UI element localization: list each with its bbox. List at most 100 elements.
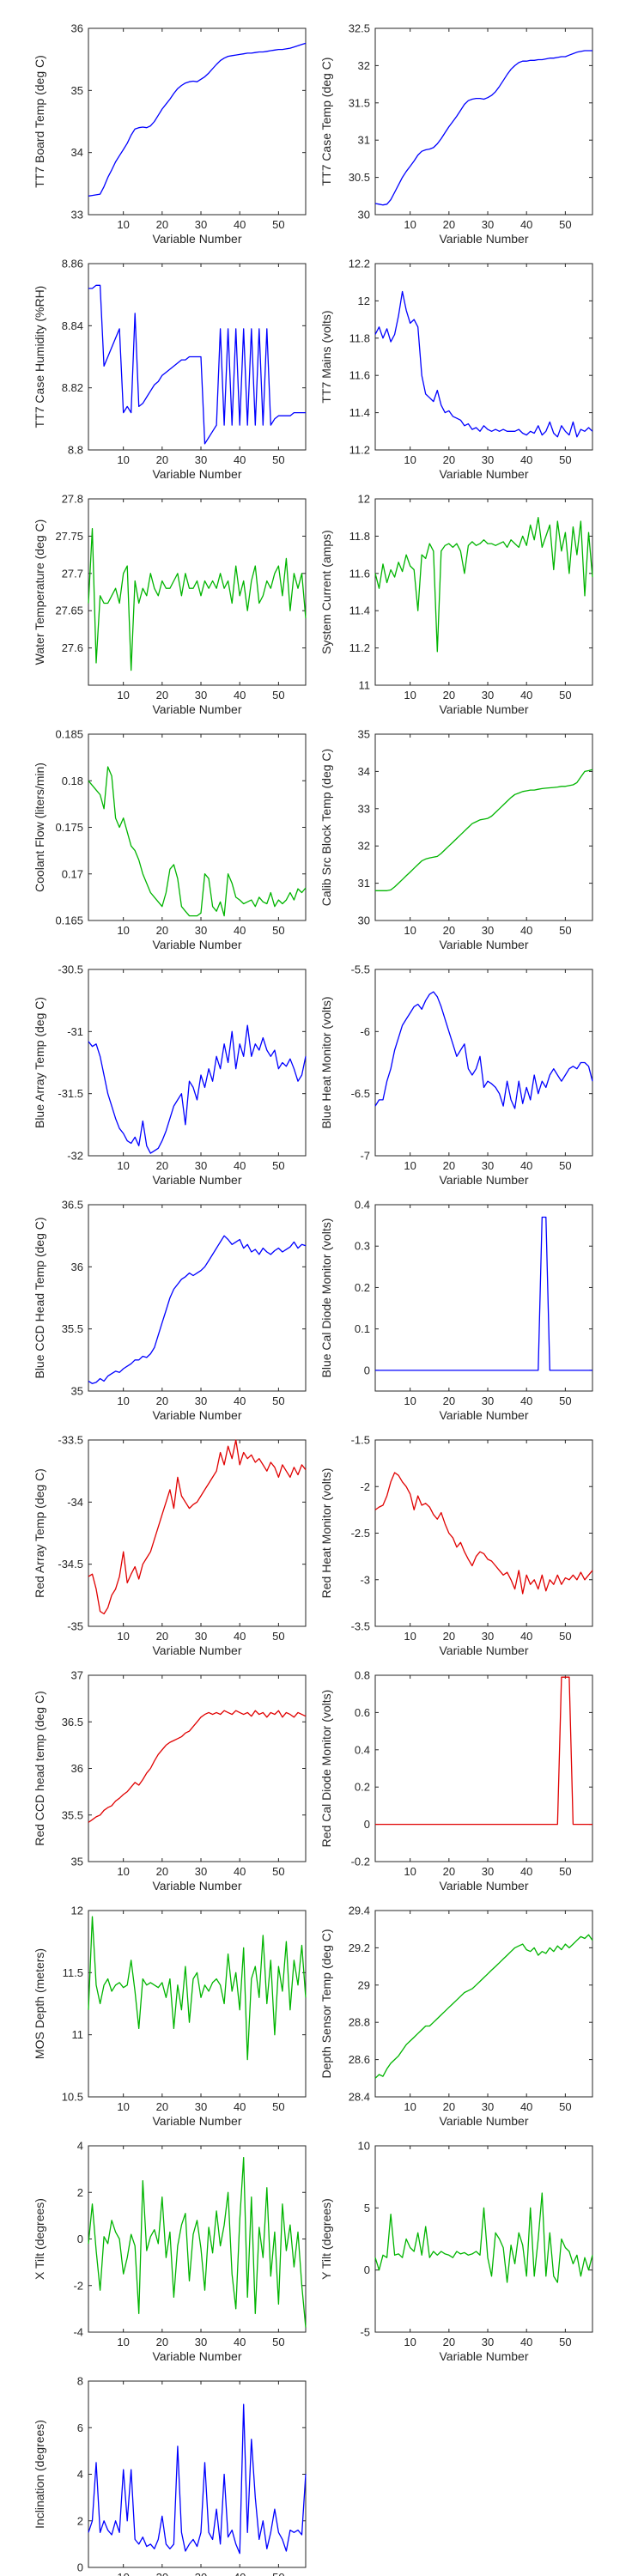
series-line (374, 290, 593, 438)
x-tick-label: 40 (234, 924, 246, 937)
plot-frame (374, 498, 593, 686)
x-tick-label: 30 (195, 1865, 207, 1878)
y-tick-label: 12 (358, 295, 370, 307)
x-axis-label: Variable Number (439, 1879, 528, 1893)
y-axis-label: Depth Sensor Temp (deg C) (319, 1929, 333, 2078)
x-tick-label: 40 (234, 218, 246, 231)
y-tick-label: 31.5 (349, 96, 370, 109)
x-axis-label: Variable Number (152, 702, 241, 716)
series-line (374, 50, 592, 206)
series-line (88, 766, 307, 917)
series-line (374, 1934, 593, 2079)
y-tick-label: 11.8 (349, 530, 370, 543)
x-tick-label: 20 (156, 1394, 168, 1407)
x-tick-label: 40 (234, 1394, 246, 1407)
y-axis-label: Red Cal Diode Monitor (volts) (319, 1690, 333, 1848)
y-tick-label: 0.2 (355, 1281, 370, 1294)
x-tick-label: 50 (559, 689, 571, 702)
y-tick-label: 33 (358, 802, 370, 815)
chart-panel-14: 10 20 30 40 50 -3.5 -3 -2.5 -2 -1.5 Variable Numbe… (319, 1434, 593, 1657)
y-axis-label: Blue Array Temp (deg C) (33, 997, 46, 1128)
series-line (88, 42, 307, 197)
x-axis-label: Variable Number (152, 938, 241, 951)
x-tick-label: 50 (272, 2571, 284, 2576)
x-axis-label: Variable Number (439, 702, 528, 716)
y-tick-label: 0 (77, 2233, 83, 2245)
x-tick-label: 30 (195, 218, 207, 231)
y-tick-label: 0.4 (355, 1743, 370, 1756)
chart-panel-8: 10 20 30 40 50 30 31 32 33 34 35 Variable Number Cal… (319, 728, 593, 951)
x-tick-label: 40 (520, 218, 532, 231)
plot-frame (88, 1674, 307, 1862)
plot-frame (88, 27, 307, 216)
x-tick-label: 10 (117, 689, 129, 702)
y-tick-label: 36.5 (62, 1716, 83, 1728)
x-tick-label: 10 (404, 924, 416, 937)
chart-panel-15: 10 20 30 40 50 35 35.5 36 36.5 37 Variable Number R… (33, 1669, 307, 1893)
y-tick-label: -6.5 (351, 1087, 370, 1100)
y-tick-label: 11.6 (349, 369, 370, 382)
y-tick-label: -0.2 (351, 1856, 370, 1868)
y-axis-label: Coolant Flow (liters/min) (33, 762, 46, 892)
x-tick-label: 30 (482, 2336, 494, 2348)
x-tick-label: 30 (195, 1394, 207, 1407)
series-line (88, 2156, 307, 2328)
y-tick-label: -4 (73, 2326, 83, 2339)
x-tick-label: 30 (195, 2100, 207, 2113)
plot-frame (374, 969, 593, 1157)
chart-panel-13: 10 20 30 40 50 -35 -34.5 -34 -33.5 Variable Numbe… (33, 1434, 307, 1657)
x-tick-label: 40 (234, 1865, 246, 1878)
y-tick-label: 27.65 (55, 605, 83, 617)
x-tick-label: 50 (559, 2100, 571, 2113)
x-tick-label: 50 (559, 924, 571, 937)
x-tick-label: 40 (234, 2336, 246, 2348)
x-tick-label: 20 (443, 453, 455, 466)
y-axis-label: X Tilt (degrees) (33, 2198, 46, 2280)
y-tick-label: 0.3 (355, 1240, 370, 1253)
x-axis-label: Variable Number (439, 2114, 528, 2128)
y-tick-label: 35 (71, 84, 83, 97)
x-axis-label: Variable Number (152, 1879, 241, 1893)
y-tick-label: 4 (77, 2468, 83, 2481)
y-tick-label: 2 (77, 2186, 83, 2199)
y-axis-label: Inclination (degrees) (33, 2420, 46, 2529)
y-tick-label: 0.185 (55, 728, 83, 741)
y-tick-label: -31 (67, 1025, 83, 1038)
x-tick-label: 20 (443, 218, 455, 231)
y-tick-label: -3 (360, 1573, 370, 1586)
y-tick-label: 27.8 (62, 493, 83, 506)
y-axis-label: TT7 Case Temp (deg C) (319, 58, 333, 186)
plot-frame (374, 733, 593, 921)
x-axis-label: Variable Number (152, 1643, 241, 1657)
x-tick-label: 10 (404, 453, 416, 466)
x-tick-label: 20 (443, 2336, 455, 2348)
plot-frame (88, 2380, 307, 2568)
x-axis-label: Variable Number (152, 1408, 241, 1422)
y-axis-label: Calib Src Block Temp (deg C) (319, 749, 333, 906)
x-axis-label: Variable Number (152, 2114, 241, 2128)
x-tick-label: 30 (195, 2571, 207, 2576)
y-axis-label: Red Array Temp (deg C) (33, 1468, 46, 1598)
y-tick-label: 0 (77, 2561, 83, 2574)
x-tick-label: 10 (404, 1865, 416, 1878)
x-tick-label: 20 (443, 924, 455, 937)
plot-frame (374, 1439, 593, 1627)
y-tick-label: 32 (358, 840, 370, 853)
series-line (88, 1710, 307, 1823)
y-tick-label: 8.82 (62, 381, 83, 394)
x-tick-label: 40 (234, 689, 246, 702)
y-tick-label: 11.4 (349, 406, 370, 419)
x-tick-label: 20 (156, 1865, 168, 1878)
y-tick-label: 0.4 (355, 1199, 370, 1212)
plot-frame (88, 2145, 307, 2333)
y-tick-label: -2.5 (351, 1527, 370, 1540)
y-tick-label: 30 (358, 914, 370, 927)
y-tick-label: 12.2 (349, 258, 370, 270)
x-axis-label: Variable Number (439, 1408, 528, 1422)
x-axis-label: Variable Number (439, 2349, 528, 2363)
y-tick-label: 29 (358, 1978, 370, 1991)
y-tick-label: 35.5 (62, 1322, 83, 1335)
y-tick-label: -33.5 (58, 1434, 83, 1447)
y-tick-label: 12 (358, 493, 370, 506)
y-tick-label: 35 (71, 1856, 83, 1868)
